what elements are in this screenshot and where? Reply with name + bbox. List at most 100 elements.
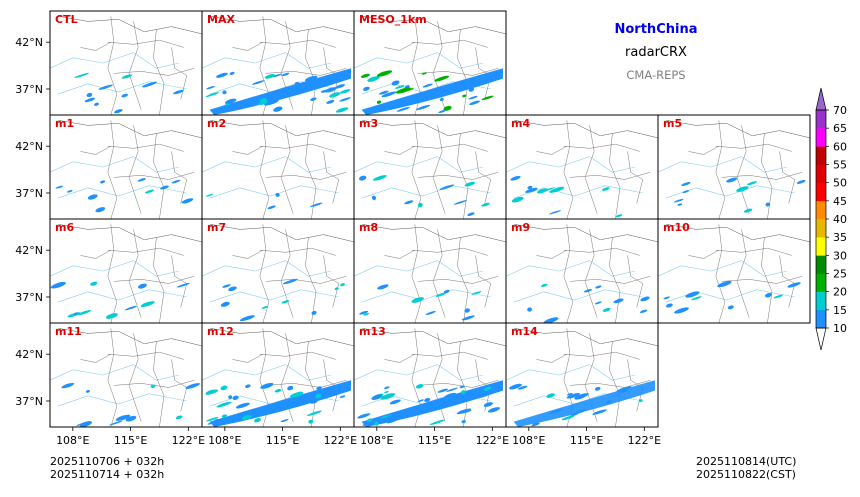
reflectivity-cell — [384, 391, 389, 394]
reflectivity-cell — [468, 87, 475, 92]
reflectivity-cell — [222, 284, 231, 288]
reflectivity-cell — [543, 317, 559, 324]
reflectivity-cell — [305, 391, 317, 397]
reflectivity-cell — [216, 401, 232, 408]
reflectivity-cell — [258, 100, 268, 106]
reflectivity-cell — [176, 282, 190, 288]
reflectivity-cell — [137, 178, 146, 182]
reflectivity-cell — [468, 95, 478, 100]
reflectivity-cell — [765, 202, 771, 207]
reflectivity-cell — [248, 410, 261, 416]
reflectivity-cell — [467, 212, 475, 216]
lon-tick-label: 108°E — [512, 434, 545, 447]
map-panel-meso-1km: MESO_1km — [353, 10, 507, 116]
reflectivity-cell — [50, 281, 66, 289]
reflectivity-cell — [510, 175, 521, 181]
reflectivity-cell — [205, 389, 217, 395]
reflectivity-cell — [206, 416, 219, 422]
reflectivity-cell — [666, 303, 673, 308]
reflectivity-cell — [439, 184, 455, 190]
reflectivity-cell — [764, 292, 772, 298]
colorbar-segment — [816, 146, 826, 165]
panel-label: m13 — [359, 325, 386, 338]
reflectivity-cell — [272, 404, 278, 407]
reflectivity-cell — [685, 291, 700, 298]
reflectivity-cell — [480, 75, 489, 80]
reflectivity-cell — [217, 74, 225, 78]
reflectivity-cell — [222, 90, 227, 95]
reflectivity-cell — [437, 388, 449, 393]
panel-label: m2 — [207, 117, 226, 130]
reflectivity-cell — [73, 312, 78, 315]
colorbar-segment — [816, 128, 826, 147]
panel-label: MESO_1km — [359, 13, 427, 26]
reflectivity-cell — [743, 208, 753, 213]
reflectivity-cell — [173, 89, 184, 95]
lat-tick-label: 37°N — [15, 395, 43, 408]
reflectivity-cell — [619, 388, 629, 393]
reflectivity-cell — [121, 93, 129, 98]
reflectivity-cell — [373, 175, 387, 181]
reflectivity-cell — [416, 104, 431, 111]
lon-tick-label: 115°E — [114, 434, 147, 447]
map-panel-ctl: CTL — [49, 10, 203, 116]
reflectivity-cell — [727, 305, 734, 310]
reflectivity-cell — [424, 397, 431, 403]
reflectivity-cell — [443, 289, 450, 294]
reflectivity-cell — [601, 187, 610, 191]
reflectivity-cell — [384, 386, 390, 390]
lon-tick-label: 108°E — [208, 434, 241, 447]
map-panel-max: MAX — [201, 10, 355, 116]
reflectivity-cell — [411, 297, 424, 303]
panel-label: CTL — [55, 13, 78, 26]
reflectivity-cell — [574, 394, 587, 400]
colorbar: 10 15 20 25 30 35 40 45 50 55 60 65 70 — [815, 87, 847, 351]
reflectivity-cell — [461, 390, 466, 395]
reflectivity-cell — [434, 75, 450, 82]
reflectivity-cell — [100, 180, 106, 184]
lat-tick-label: 42°N — [15, 140, 43, 153]
colorbar-level-label: 10 — [833, 322, 847, 335]
reflectivity-cell — [238, 105, 244, 108]
reflectivity-cell — [456, 408, 472, 415]
reflectivity-cell — [417, 399, 424, 403]
reflectivity-cell — [483, 386, 492, 391]
reflectivity-cell — [525, 187, 538, 193]
reflectivity-cell — [77, 310, 92, 316]
reflectivity-cell — [747, 181, 758, 186]
reflectivity-cell — [281, 300, 290, 304]
reflectivity-cell — [239, 315, 255, 322]
reflectivity-cell — [121, 74, 133, 79]
panel-label: m11 — [55, 325, 82, 338]
reflectivity-cell — [286, 88, 297, 94]
reflectivity-cell — [549, 186, 565, 193]
reflectivity-cell — [613, 298, 624, 304]
reflectivity-cell — [726, 177, 738, 183]
colorbar-segment — [816, 110, 826, 129]
init-time-cst: 2025110714 + 032h — [50, 468, 165, 481]
lat-tick-label: 42°N — [15, 348, 43, 361]
reflectivity-cell — [592, 409, 607, 415]
reflectivity-cell — [363, 86, 370, 91]
reflectivity-cell — [404, 200, 414, 205]
colorbar-level-label: 20 — [833, 286, 847, 299]
reflectivity-cell — [616, 386, 632, 392]
reflectivity-cell — [105, 313, 118, 319]
reflectivity-cell — [84, 97, 95, 103]
reflectivity-cell — [362, 422, 371, 426]
reflectivity-cell — [87, 194, 98, 200]
init-time-block: 2025110706 + 032h 2025110714 + 032h — [50, 455, 164, 481]
map-panel-m6: m6 — [49, 218, 203, 324]
reflectivity-cell — [335, 84, 346, 89]
map-panel-m5: m5 — [657, 114, 811, 220]
reflectivity-cell — [796, 179, 806, 184]
reflectivity-cell — [377, 284, 389, 290]
reflectivity-cell — [244, 384, 251, 388]
reflectivity-cell — [481, 202, 490, 207]
reflectivity-cell — [254, 417, 261, 423]
map-panel-m7: m7 — [201, 218, 355, 324]
colorbar-segment — [816, 255, 826, 274]
reflectivity-cell — [241, 414, 253, 420]
colorbar-level-label: 70 — [833, 104, 847, 117]
